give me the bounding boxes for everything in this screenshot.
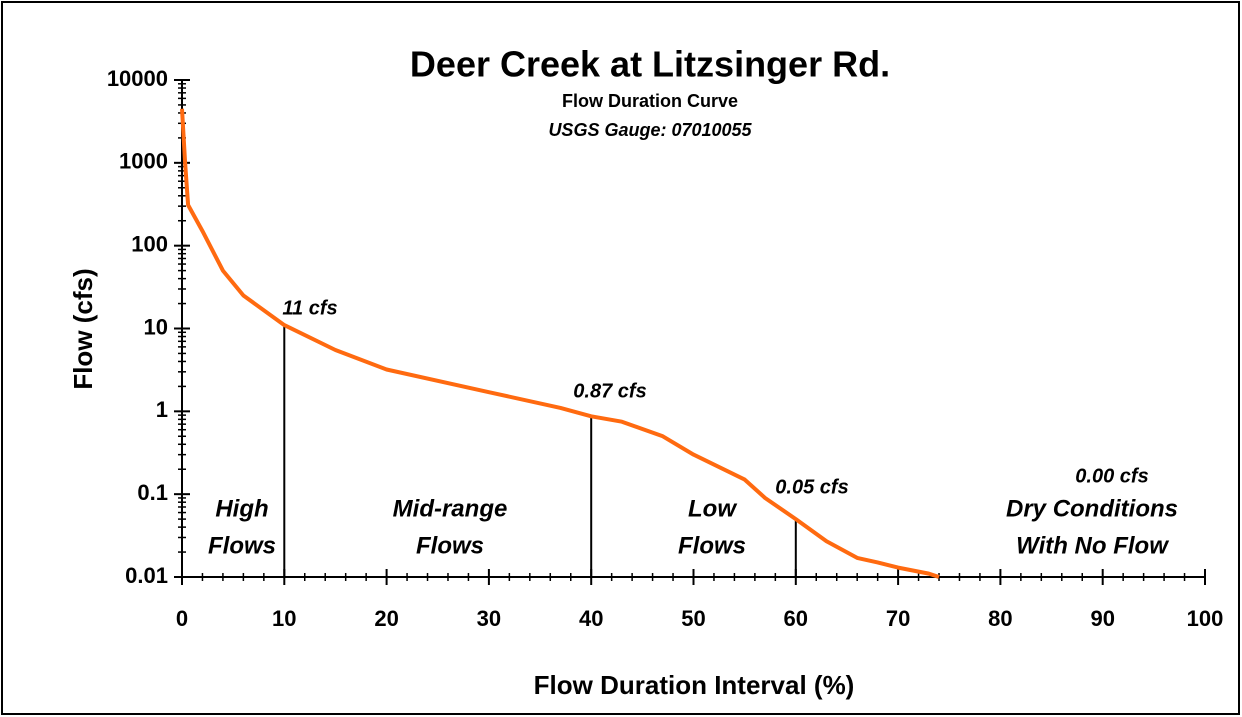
- y-tick-label: 0.1: [137, 480, 168, 505]
- x-tick-label: 60: [784, 606, 808, 631]
- y-tick-label: 1000: [119, 149, 168, 174]
- y-tick-label: 10000: [107, 66, 168, 91]
- x-tick-label: 80: [988, 606, 1012, 631]
- y-tick-label: 0.01: [125, 563, 168, 588]
- y-tick-label: 100: [131, 231, 168, 256]
- zone-label: Flows: [678, 532, 746, 559]
- x-tick-label: 100: [1187, 606, 1224, 631]
- marker-label: 11 cfs: [282, 297, 337, 319]
- zone-label: Flows: [208, 532, 276, 559]
- chart-subtitle: USGS Gauge: 07010055: [548, 120, 752, 140]
- chart-title: Deer Creek at Litzsinger Rd.: [410, 44, 890, 85]
- zone-label: Dry Conditions: [1006, 495, 1178, 522]
- x-axis-label: Flow Duration Interval (%): [534, 670, 855, 700]
- y-axis-label: Flow (cfs): [68, 268, 98, 389]
- x-tick-label: 30: [477, 606, 501, 631]
- x-tick-label: 20: [374, 606, 398, 631]
- zone-label: Mid-range: [393, 495, 508, 522]
- zone-label: Low: [688, 495, 737, 522]
- x-tick-label: 50: [681, 606, 705, 631]
- flow-line: [180, 108, 940, 579]
- y-tick-label: 10: [144, 314, 168, 339]
- x-tick-label: 10: [272, 606, 296, 631]
- annotation: 0.00 cfs: [1075, 465, 1148, 487]
- marker-label: 0.05 cfs: [775, 476, 848, 498]
- chart-subtitle: Flow Duration Curve: [562, 91, 738, 111]
- zone-label: Flows: [416, 532, 484, 559]
- y-tick-label: 1: [156, 397, 168, 422]
- x-tick-label: 70: [886, 606, 910, 631]
- x-tick-label: 90: [1090, 606, 1114, 631]
- x-tick-label: 40: [579, 606, 603, 631]
- zone-label: With No Flow: [1016, 532, 1169, 559]
- zone-label: High: [215, 495, 268, 522]
- x-tick-label: 0: [176, 606, 188, 631]
- marker-label: 0.87 cfs: [573, 380, 646, 402]
